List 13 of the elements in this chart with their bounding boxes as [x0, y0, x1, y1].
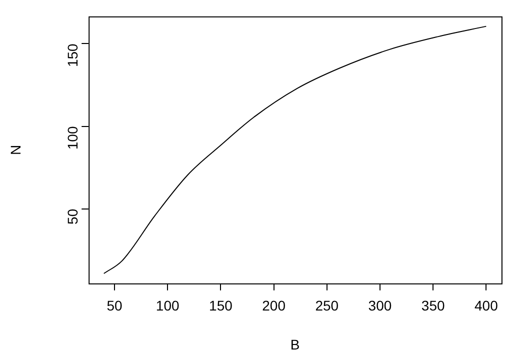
y-tick-label: 100	[64, 126, 80, 150]
x-tick-label: 250	[315, 298, 339, 314]
x-tick-label: 350	[421, 298, 445, 314]
x-axis-title: B	[290, 336, 300, 352]
x-tick-label: 150	[209, 298, 233, 314]
x-tick-label: 300	[368, 298, 392, 314]
y-tick-label: 50	[64, 208, 80, 224]
x-tick-label: 50	[106, 298, 123, 314]
x-tick-label: 200	[262, 298, 286, 314]
x-tick-label: 100	[156, 298, 180, 314]
y-tick-label: 150	[64, 43, 80, 68]
y-axis-title: N	[7, 144, 24, 155]
x-tick-label: 400	[474, 298, 498, 314]
